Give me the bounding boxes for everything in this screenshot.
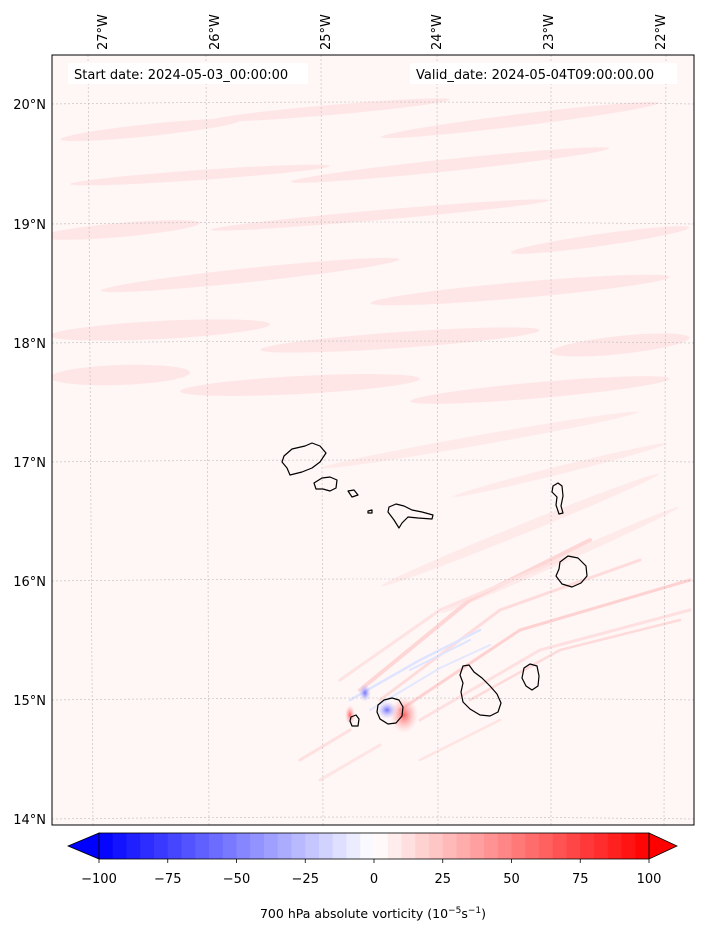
colorbar-tick-label: 100 [637,872,662,887]
map-frame [51,54,695,826]
island-sao-nicolau [387,503,434,529]
colorbar-segment [126,833,141,859]
colorbar-segment [635,833,650,859]
colorbar-segment [539,833,554,859]
colorbar-tick-label: 50 [503,872,520,887]
negative-vorticity-core [377,701,397,719]
vorticity-streaks-north [52,98,690,404]
lon-label: 27°W [96,14,111,50]
graticule [52,55,694,825]
colorbar-segment [470,833,485,859]
colorbar-segment [525,833,540,859]
colorbar-segment [305,833,320,859]
colorbar-segment [277,833,292,859]
longitude-labels: 27°W 26°W 25°W 24°W 23°W 22°W [96,14,669,50]
lon-label: 22°W [654,14,669,50]
colorbar-segment [195,833,210,859]
colorbar-segment [236,833,251,859]
lat-label: 19°N [13,218,46,233]
vorticity-wake-bands [298,538,692,782]
island-maio [521,663,540,691]
colorbar-segment [374,833,389,859]
island-santo-antao [281,442,327,476]
colorbar-segment [222,833,237,859]
colorbar-tick-label: −25 [292,872,319,887]
lon-label: 23°W [542,14,557,50]
colorbar-segment [415,833,430,859]
colorbar-tick-label: −100 [81,872,117,887]
lon-label: 25°W [319,14,334,50]
colorbar-segment [401,833,416,859]
colorbar-segment [140,833,155,859]
coastlines [281,442,588,727]
negative-vorticity-patch [359,684,371,702]
colorbar-segment [112,833,127,859]
colorbar-segment [594,833,609,859]
colorbar-segment [319,833,334,859]
colorbar-segment [99,833,114,859]
colorbar-segment [154,833,169,859]
colorbar-tick-label: 0 [370,872,378,887]
lat-label: 16°N [13,575,46,590]
colorbar-segment [552,833,567,859]
latitude-labels: 20°N 19°N 18°N 17°N 16°N 15°N 14°N [13,98,46,828]
start-date-box [68,63,308,84]
colorbar-segments [99,833,650,859]
colorbar-segment [264,833,279,859]
colorbar-segment [484,833,499,859]
lat-label: 18°N [13,337,46,352]
colorbar-segment [181,833,196,859]
colorbar-extend-high [648,832,678,860]
island-santiago [459,664,502,717]
colorbar-segment [607,833,622,859]
colorbar-segment [346,833,361,859]
lon-label: 26°W [208,14,223,50]
colorbar-tick-label: 25 [434,872,451,887]
lat-label: 20°N [13,98,46,113]
colorbar: −100 −75 −50 −25 0 25 50 75 100 700 hPa absolute… [66,832,678,921]
colorbar-label: 700 hPa absolute vorticity (10−5s−1) [260,906,486,921]
colorbar-tick-label: −75 [154,872,181,887]
valid-date-text: Valid_date: 2024-05-04T09:00:00.00 [416,68,654,83]
start-date-text: Start date: 2024-05-03_00:00:00 [74,68,288,83]
colorbar-segment [442,833,457,859]
positive-vorticity-patch [345,705,355,725]
colorbar-segment [209,833,224,859]
colorbar-ticks: −100 −75 −50 −25 0 25 50 75 100 [81,859,661,887]
colorbar-segment [291,833,306,859]
lat-label: 15°N [13,694,46,709]
island-brava [349,714,360,727]
island-boa-vista [555,555,588,588]
colorbar-segment [456,833,471,859]
colorbar-extend-low [66,832,100,860]
colorbar-segment [332,833,347,859]
island-fogo [376,697,404,725]
colorbar-tick-label: 75 [572,872,589,887]
lat-label: 14°N [13,813,46,828]
map-panel: Start date: 2024-05-03_00:00:00 Valid_da… [52,55,694,825]
island-islet [367,509,373,514]
colorbar-segment [429,833,444,859]
colorbar-segment [387,833,402,859]
valid-date-box [410,63,677,84]
colorbar-segment [360,833,375,859]
colorbar-segment [497,833,512,859]
colorbar-segment [580,833,595,859]
colorbar-segment [621,833,636,859]
positive-vorticity-core [390,697,418,733]
colorbar-tick-label: −50 [223,872,250,887]
colorbar-segment [167,833,182,859]
island-santa-luzia [347,489,359,498]
island-sao-vicente [313,476,338,492]
vorticity-field-background [52,55,694,825]
colorbar-segment [511,833,526,859]
island-sal [551,482,564,515]
lat-label: 17°N [13,456,46,471]
lon-label: 24°W [430,14,445,50]
colorbar-segment [566,833,581,859]
colorbar-segment [250,833,265,859]
